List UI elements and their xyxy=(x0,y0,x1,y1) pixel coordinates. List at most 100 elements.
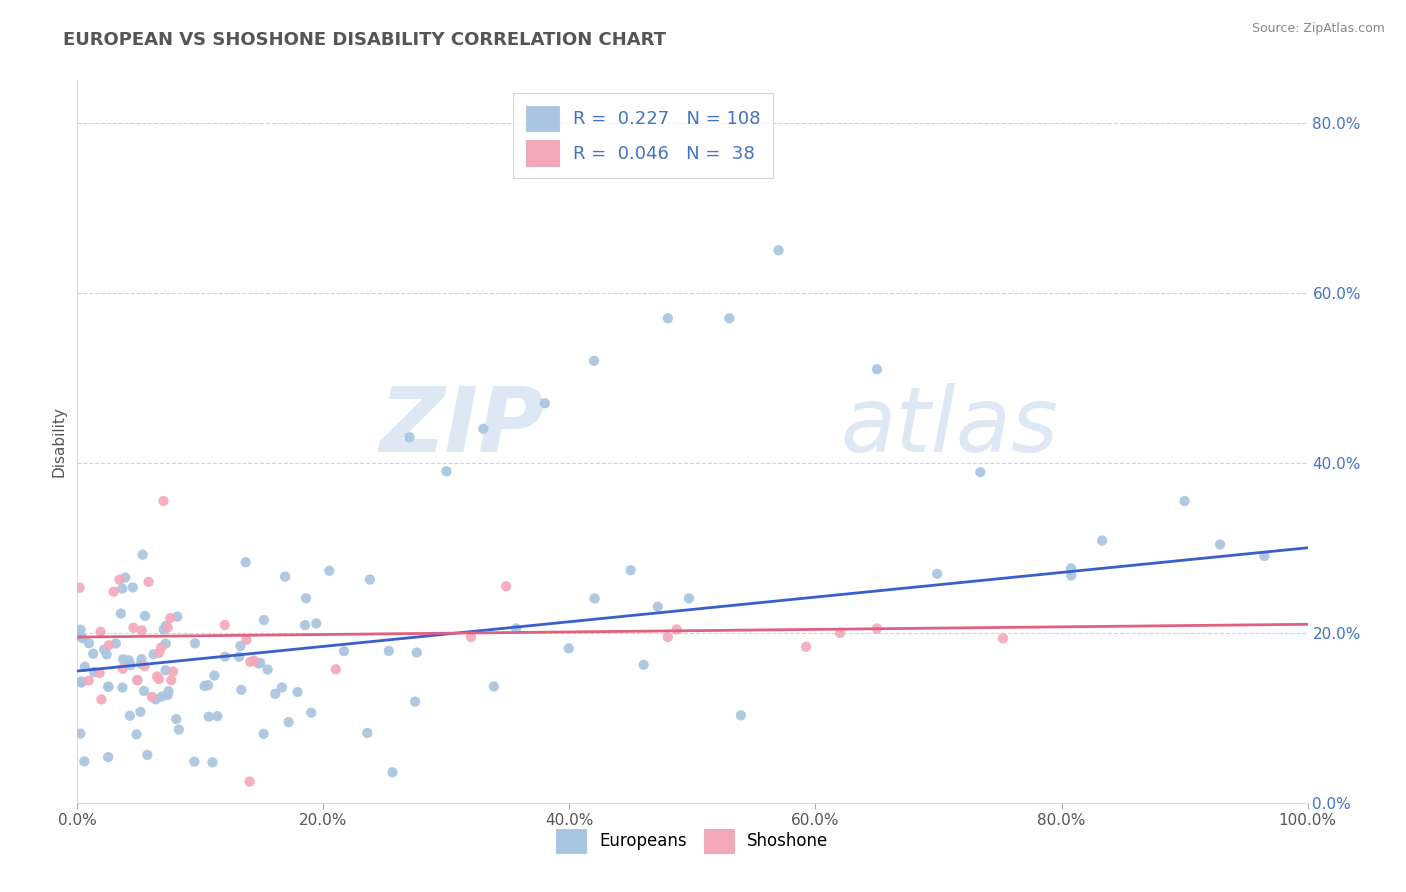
Point xyxy=(333,644,356,658)
Point xyxy=(152,494,174,508)
Point xyxy=(197,678,219,692)
Point xyxy=(247,657,270,671)
Point xyxy=(405,646,427,660)
Point xyxy=(118,653,141,667)
Point xyxy=(89,666,111,681)
Point xyxy=(103,584,125,599)
Point xyxy=(1174,494,1197,508)
Point xyxy=(381,765,404,780)
Point xyxy=(127,673,149,688)
Point xyxy=(436,464,458,478)
Point xyxy=(111,662,134,676)
Point xyxy=(678,591,700,606)
Text: EUROPEAN VS SHOSHONE DISABILITY CORRELATION CHART: EUROPEAN VS SHOSHONE DISABILITY CORRELAT… xyxy=(63,31,666,49)
Point xyxy=(239,655,262,669)
Point xyxy=(165,712,187,726)
Point xyxy=(214,618,236,632)
Point xyxy=(183,755,205,769)
Point xyxy=(72,631,94,645)
Point xyxy=(271,681,294,695)
Point xyxy=(207,709,229,723)
Point xyxy=(156,620,179,634)
Point xyxy=(768,244,790,258)
Point xyxy=(152,623,174,637)
Point xyxy=(108,573,131,587)
Point xyxy=(150,640,173,655)
Point xyxy=(111,582,134,596)
Point xyxy=(287,685,309,699)
Legend: Europeans, Shoshone: Europeans, Shoshone xyxy=(550,822,835,860)
Point xyxy=(145,692,167,706)
Point xyxy=(70,674,93,689)
Point xyxy=(229,639,252,653)
Point xyxy=(134,608,156,623)
Point xyxy=(256,663,278,677)
Point xyxy=(398,430,420,444)
Point xyxy=(558,641,581,656)
Point xyxy=(156,688,179,702)
Point xyxy=(197,709,219,723)
Point xyxy=(131,652,153,666)
Y-axis label: Disability: Disability xyxy=(51,406,66,477)
Text: ZIP: ZIP xyxy=(380,383,546,471)
Point xyxy=(160,673,183,688)
Point xyxy=(243,654,266,668)
Text: Source: ZipAtlas.com: Source: ZipAtlas.com xyxy=(1251,22,1385,36)
Point xyxy=(718,311,741,326)
Point xyxy=(96,648,118,662)
Point xyxy=(122,621,145,635)
Point xyxy=(157,684,180,698)
Point xyxy=(82,647,104,661)
Point xyxy=(253,613,276,627)
Point xyxy=(991,632,1014,646)
Point xyxy=(620,563,643,577)
Point xyxy=(114,570,136,584)
Point xyxy=(249,656,271,670)
Point xyxy=(69,623,91,637)
Point xyxy=(214,649,236,664)
Point xyxy=(927,566,949,581)
Point xyxy=(184,636,207,650)
Point xyxy=(274,569,297,583)
Point xyxy=(235,632,257,647)
Point xyxy=(90,692,112,706)
Point xyxy=(325,662,347,676)
Point xyxy=(235,555,257,569)
Point xyxy=(830,625,852,640)
Point xyxy=(505,622,527,636)
Point xyxy=(148,646,170,660)
Point xyxy=(633,657,655,672)
Point xyxy=(647,599,669,614)
Point xyxy=(110,607,132,621)
Point xyxy=(201,756,224,770)
Point xyxy=(252,727,274,741)
Point xyxy=(495,579,517,593)
Point xyxy=(104,636,127,650)
Point xyxy=(866,362,889,376)
Point xyxy=(155,636,177,650)
Point xyxy=(142,647,165,661)
Point xyxy=(97,638,120,652)
Point xyxy=(305,616,328,631)
Text: atlas: atlas xyxy=(841,383,1059,471)
Point xyxy=(159,611,181,625)
Point xyxy=(295,591,318,606)
Point xyxy=(155,619,177,633)
Point xyxy=(460,630,482,644)
Point xyxy=(657,311,679,326)
Point xyxy=(162,665,184,679)
Point xyxy=(318,564,340,578)
Point xyxy=(202,668,225,682)
Point xyxy=(73,659,96,673)
Point xyxy=(239,774,262,789)
Point xyxy=(141,690,163,704)
Point xyxy=(127,673,149,687)
Point xyxy=(866,622,889,636)
Point xyxy=(294,618,316,632)
Point xyxy=(134,659,156,673)
Point xyxy=(129,705,152,719)
Point xyxy=(228,649,250,664)
Point xyxy=(129,657,152,671)
Point xyxy=(277,715,299,730)
Point xyxy=(730,708,752,723)
